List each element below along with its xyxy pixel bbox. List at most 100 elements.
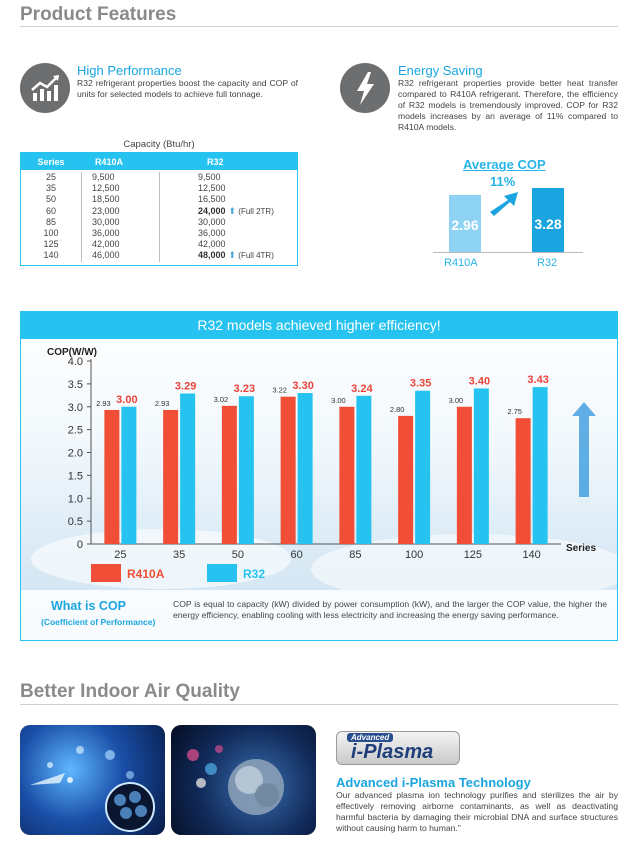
y-tick-label: 4.0 bbox=[68, 356, 83, 368]
cell-series: 140 bbox=[43, 250, 59, 261]
x-tick-label: 85 bbox=[349, 549, 361, 561]
x-tick-label: 50 bbox=[232, 549, 244, 561]
efficiency-chart-panel: R32 models achieved higher efficiency! C… bbox=[20, 311, 618, 641]
data-label-r32: 3.00 bbox=[116, 394, 137, 406]
capacity-table: Series R410A R32 25 35 50 60 85 100 125 140 9,5… bbox=[20, 152, 298, 266]
x-axis-label: Series bbox=[566, 543, 596, 554]
bar-r32 bbox=[356, 395, 372, 544]
header-r32: R32 bbox=[207, 156, 224, 167]
capacity-table-body: 25 35 50 60 85 100 125 140 9,500 12,500 18,500 23,… bbox=[21, 170, 297, 265]
data-label-r410a: 2.80 bbox=[390, 405, 405, 414]
data-label-r32: 3.23 bbox=[234, 383, 255, 395]
high-performance-text: R32 refrigerant properties boost the cap… bbox=[77, 78, 298, 99]
cell-series: 125 bbox=[43, 239, 59, 250]
r410a-column: 9,500 12,500 18,500 23,000 30,000 36,000 42,00… bbox=[81, 172, 159, 262]
i-plasma-logo-top: Advanced bbox=[347, 733, 394, 742]
full-tonnage-note: (Full 2TR) bbox=[236, 206, 274, 216]
x-tick-label: 60 bbox=[291, 549, 303, 561]
cell-series: 35 bbox=[45, 183, 56, 194]
legend-label-r32: R32 bbox=[243, 567, 265, 581]
data-label-r32: 3.30 bbox=[292, 380, 313, 392]
capacity-table-header: Series R410A R32 bbox=[21, 153, 297, 170]
data-label-r410a: 2.93 bbox=[155, 399, 170, 408]
y-tick-label: 3.0 bbox=[68, 402, 83, 414]
cell-r32: 30,000 bbox=[198, 216, 226, 227]
cell-r410a: 18,500 bbox=[92, 194, 120, 205]
rising-chart-icon bbox=[20, 63, 70, 113]
bar-r32 bbox=[473, 388, 489, 544]
cell-series: 100 bbox=[43, 227, 59, 238]
cell-r410a: 9,500 bbox=[92, 172, 115, 182]
data-label-r410a: 2.75 bbox=[507, 407, 522, 416]
bar-r410a bbox=[456, 406, 472, 544]
up-arrow-icon: ⬆ bbox=[228, 250, 237, 261]
cell-r410a: 12,500 bbox=[92, 183, 120, 194]
section-title-product-features: Product Features bbox=[20, 4, 177, 25]
data-label-r32: 3.40 bbox=[469, 375, 490, 387]
cell-r32: 24,000 ⬆ (Full 2TR) bbox=[198, 205, 274, 216]
cell-r410a: 46,000 bbox=[92, 250, 120, 261]
cell-series: 50 bbox=[45, 194, 56, 205]
bar-r410a bbox=[339, 406, 355, 544]
section-divider bbox=[20, 26, 618, 27]
cell-r410a: 42,000 bbox=[92, 239, 120, 250]
data-label-r32: 3.29 bbox=[175, 380, 196, 392]
cell-series: 60 bbox=[45, 205, 56, 216]
average-cop-value-r32: 3.28 bbox=[534, 216, 562, 233]
average-cop-title: Average COP bbox=[463, 157, 546, 172]
series-column: 25 35 50 60 85 100 125 140 bbox=[21, 172, 81, 262]
y-tick-label: 0.5 bbox=[68, 516, 83, 528]
bar-r410a bbox=[280, 396, 296, 544]
cop-bar-chart: COP(W/W) 0 0.5 1.0 1.5 2.0 2.5 3.0 3.5 4.0 2.93 3.0… bbox=[31, 347, 617, 591]
legend-label-r410a: R410A bbox=[127, 567, 165, 581]
cell-r32: 12,500 bbox=[198, 183, 226, 194]
bar-r32 bbox=[532, 387, 548, 544]
cell-r410a: 30,000 bbox=[92, 216, 120, 227]
bar-r410a bbox=[515, 418, 531, 544]
y-axis-label: COP(W/W) bbox=[47, 347, 97, 358]
data-label-r410a: 2.93 bbox=[96, 399, 111, 408]
bar-r32 bbox=[180, 393, 196, 544]
cell-r32: 42,000 bbox=[198, 239, 226, 250]
i-plasma-logo: Advanced i-Plasma bbox=[336, 731, 460, 765]
x-tick-label: 35 bbox=[173, 549, 185, 561]
r32-column: 9,500 12,500 16,500 24,000 ⬆ (Full 2TR) 30,00… bbox=[159, 172, 297, 262]
cell-r32: 16,500 bbox=[198, 194, 226, 205]
cell-series: 85 bbox=[45, 216, 56, 227]
average-cop-increase: 11% bbox=[490, 174, 516, 189]
bar-r410a bbox=[221, 405, 237, 544]
energy-saving-text: R32 refrigerant properties provide bette… bbox=[398, 78, 618, 132]
what-is-cop-subtitle: (Coefficient of Performance) bbox=[41, 617, 156, 627]
average-cop-label-r410a: R410A bbox=[444, 257, 478, 269]
y-tick-label: 3.5 bbox=[68, 379, 83, 391]
y-tick-label: 1.0 bbox=[68, 493, 83, 505]
increase-arrow-icon bbox=[490, 192, 518, 216]
cell-r32: 9,500 bbox=[198, 172, 221, 182]
data-label-r410a: 3.00 bbox=[331, 396, 346, 405]
bar-r32 bbox=[297, 393, 313, 544]
energy-saving-title: Energy Saving bbox=[398, 63, 483, 78]
section-title-indoor-air: Better Indoor Air Quality bbox=[20, 681, 240, 702]
i-plasma-logo-name: i-Plasma bbox=[351, 741, 434, 763]
x-tick-label: 140 bbox=[522, 549, 540, 561]
x-tick-label: 125 bbox=[464, 549, 482, 561]
chart-title: R32 models achieved higher efficiency! bbox=[21, 312, 617, 339]
i-plasma-text: Our advanced plasma ion technology purif… bbox=[336, 790, 618, 833]
data-label-r410a: 3.02 bbox=[214, 395, 229, 404]
bar-r410a bbox=[398, 415, 414, 544]
high-performance-title: High Performance bbox=[77, 63, 182, 78]
data-label-r32: 3.24 bbox=[351, 383, 373, 395]
bar-r410a bbox=[163, 409, 179, 544]
data-label-r410a: 3.22 bbox=[272, 386, 287, 395]
bar-r32 bbox=[238, 396, 254, 544]
cloud-decoration bbox=[311, 534, 617, 591]
bar-r32 bbox=[415, 390, 431, 544]
capacity-table-caption: Capacity (Btu/hr) bbox=[123, 139, 195, 150]
average-cop-value-r410a: 2.96 bbox=[451, 216, 479, 233]
what-is-cop-text: COP is equal to capacity (kW) divided by… bbox=[173, 599, 607, 620]
cell-r32: 48,000 ⬆ (Full 4TR) bbox=[198, 250, 274, 261]
section-divider bbox=[20, 704, 618, 705]
up-arrow-icon: ⬆ bbox=[228, 205, 237, 216]
legend-swatch-r410a bbox=[91, 564, 121, 582]
x-tick-label: 100 bbox=[405, 549, 423, 561]
